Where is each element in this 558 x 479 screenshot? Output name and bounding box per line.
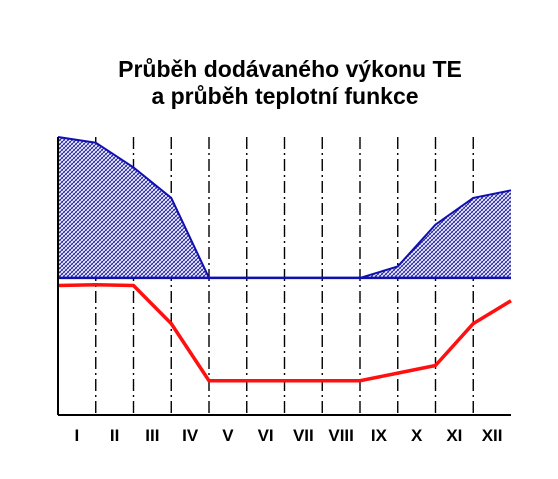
month-label-VII: VII bbox=[293, 426, 314, 445]
month-label-XI: XI bbox=[446, 426, 462, 445]
plot-area: I II III IV V VI VII VIII IX X XI XII bbox=[57, 136, 512, 445]
month-label-V: V bbox=[222, 426, 234, 445]
month-label-VI: VI bbox=[258, 426, 274, 445]
chart-title-line-1: Průběh dodávaného výkonu TE bbox=[118, 56, 462, 82]
month-label-IV: IV bbox=[182, 426, 199, 445]
power-area-fill bbox=[58, 137, 511, 278]
month-label-X: X bbox=[411, 426, 423, 445]
temperature-line bbox=[57, 283, 512, 383]
month-label-IX: IX bbox=[371, 426, 388, 445]
month-label-VIII: VIII bbox=[328, 426, 354, 445]
month-label-I: I bbox=[75, 426, 80, 445]
month-label-II: II bbox=[110, 426, 119, 445]
month-label-XII: XII bbox=[482, 426, 503, 445]
chart-title-line-2: a průběh teplotní funkce bbox=[151, 83, 418, 109]
month-label-III: III bbox=[145, 426, 159, 445]
